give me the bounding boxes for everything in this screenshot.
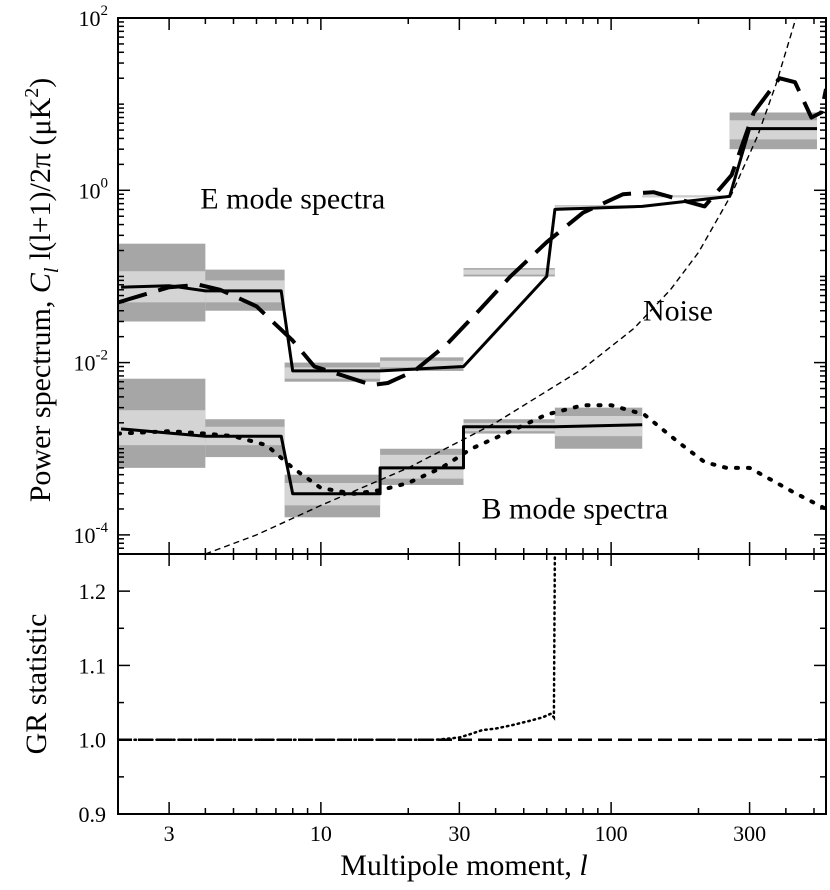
series-e-model (118, 76, 826, 387)
e-bin-4-68-band (463, 269, 555, 275)
series-noise (205, 18, 797, 554)
annotation-2: B mode spectra (482, 493, 669, 526)
power-spectrum-y-tick-label-2: 10-2 (74, 348, 109, 376)
series-b-model (118, 403, 826, 511)
gr-series-b (118, 554, 557, 741)
gr-y-tick-label-0: 0.9 (79, 802, 107, 827)
series-b-estimate (120, 423, 643, 496)
x-axis-title: Multipole moment, l (340, 849, 588, 882)
gr-y-tick-label-3: 1.2 (79, 579, 107, 604)
power-spectrum-panel: 102 100 10-2 10-4 E mode spectra Noise B mode… (21, 3, 826, 555)
power-spectrum-y-tick-label-3: 10-4 (74, 520, 109, 548)
gr-statistic-series (118, 554, 826, 741)
power-spectrum-y-tick-label-0: 102 (79, 3, 109, 31)
x-tick-label-4: 300 (733, 821, 766, 846)
power-spectrum-series (118, 18, 826, 554)
gr-statistic-ticks: 3 10 30 100 300 0.9 1.0 1.1 1.2 (79, 553, 826, 846)
e-bin-6-68-band (642, 195, 730, 197)
x-tick-label-3: 100 (595, 821, 628, 846)
e-b-confidence-bands (118, 112, 817, 518)
series-e-estimate (121, 127, 817, 373)
b-bin-0-68-band (118, 410, 206, 446)
gr-y-tick-label-2: 1.1 (79, 653, 107, 678)
gr-statistic-panel: 3 10 30 100 300 0.9 1.0 1.1 1.2 GR statistic Mul… (20, 553, 826, 882)
power-spectrum-y-tick-label-1: 100 (79, 175, 109, 203)
x-tick-label-0: 3 (164, 821, 175, 846)
gr-statistic-frame (117, 553, 827, 815)
gr-statistic-y-axis-title: GR statistic (20, 614, 53, 755)
x-tick-label-2: 30 (448, 821, 470, 846)
x-tick-label-1: 10 (310, 821, 332, 846)
annotation-0: E mode spectra (200, 182, 385, 215)
gr-y-tick-label-1: 1.0 (79, 728, 107, 753)
power-spectrum-y-axis-title: Power spectrum, Cl l(l+1)/2π (μK2) (21, 78, 63, 503)
annotation-1: Noise (643, 294, 713, 327)
e-bin-2-68-band (284, 367, 381, 379)
power-spectrum-annotations: E mode spectra Noise B mode spectra (200, 182, 713, 525)
